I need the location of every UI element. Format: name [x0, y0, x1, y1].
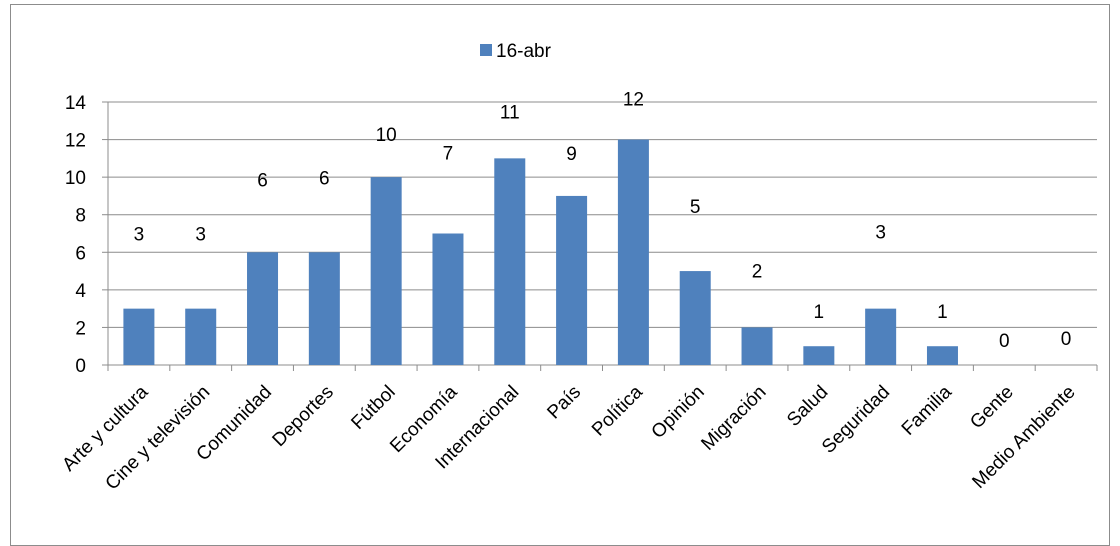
data-label: 10 — [376, 125, 397, 146]
y-tick-label: 14 — [65, 93, 87, 114]
category-label: Deportes — [269, 382, 338, 451]
data-label: 0 — [1061, 329, 1072, 350]
data-label: 3 — [195, 225, 206, 246]
legend: 16-abr — [480, 41, 552, 62]
y-tick-label: 6 — [75, 243, 86, 264]
bar — [926, 346, 958, 365]
data-label: 1 — [937, 302, 948, 323]
data-label: 3 — [875, 223, 886, 244]
y-tick-label: 4 — [75, 281, 86, 302]
data-label: 2 — [752, 261, 763, 282]
bar — [494, 158, 526, 365]
y-tick-label: 12 — [65, 131, 86, 152]
data-label: 7 — [443, 144, 454, 165]
category-label: Salud — [783, 382, 832, 431]
data-label: 6 — [257, 170, 268, 191]
y-tick-label: 8 — [75, 206, 86, 227]
bar — [247, 252, 279, 365]
category-label: Política — [588, 381, 647, 440]
legend-swatch — [480, 44, 492, 56]
category-label: País — [543, 382, 585, 424]
bar — [803, 346, 835, 365]
bar — [617, 139, 649, 365]
y-tick-label: 10 — [65, 168, 86, 189]
legend-label: 16-abr — [496, 41, 552, 62]
bar — [741, 327, 773, 365]
category-label: Cine y televisión — [102, 382, 215, 495]
data-label: 5 — [690, 197, 701, 218]
data-label: 1 — [814, 302, 825, 323]
data-label: 11 — [500, 102, 520, 123]
y-tick-label: 2 — [75, 318, 86, 339]
bar — [308, 252, 340, 365]
bar — [556, 195, 588, 365]
data-label: 9 — [566, 144, 577, 165]
category-label: Fútbol — [347, 382, 399, 434]
data-label: 0 — [999, 331, 1010, 352]
bar — [185, 308, 217, 365]
bar — [370, 177, 402, 365]
category-label: Seguridad — [818, 382, 894, 458]
data-label: 3 — [134, 225, 145, 246]
y-tick-label: 0 — [75, 356, 86, 377]
bar — [432, 233, 464, 365]
category-label: Gente — [966, 382, 1017, 433]
bar — [123, 308, 155, 365]
category-label: Opinión — [648, 382, 709, 443]
data-label: 12 — [623, 90, 644, 111]
category-label: Migración — [697, 382, 770, 455]
data-label: 6 — [319, 168, 330, 189]
bar — [679, 271, 711, 365]
category-label: Familia — [898, 381, 956, 439]
bar — [865, 308, 897, 365]
